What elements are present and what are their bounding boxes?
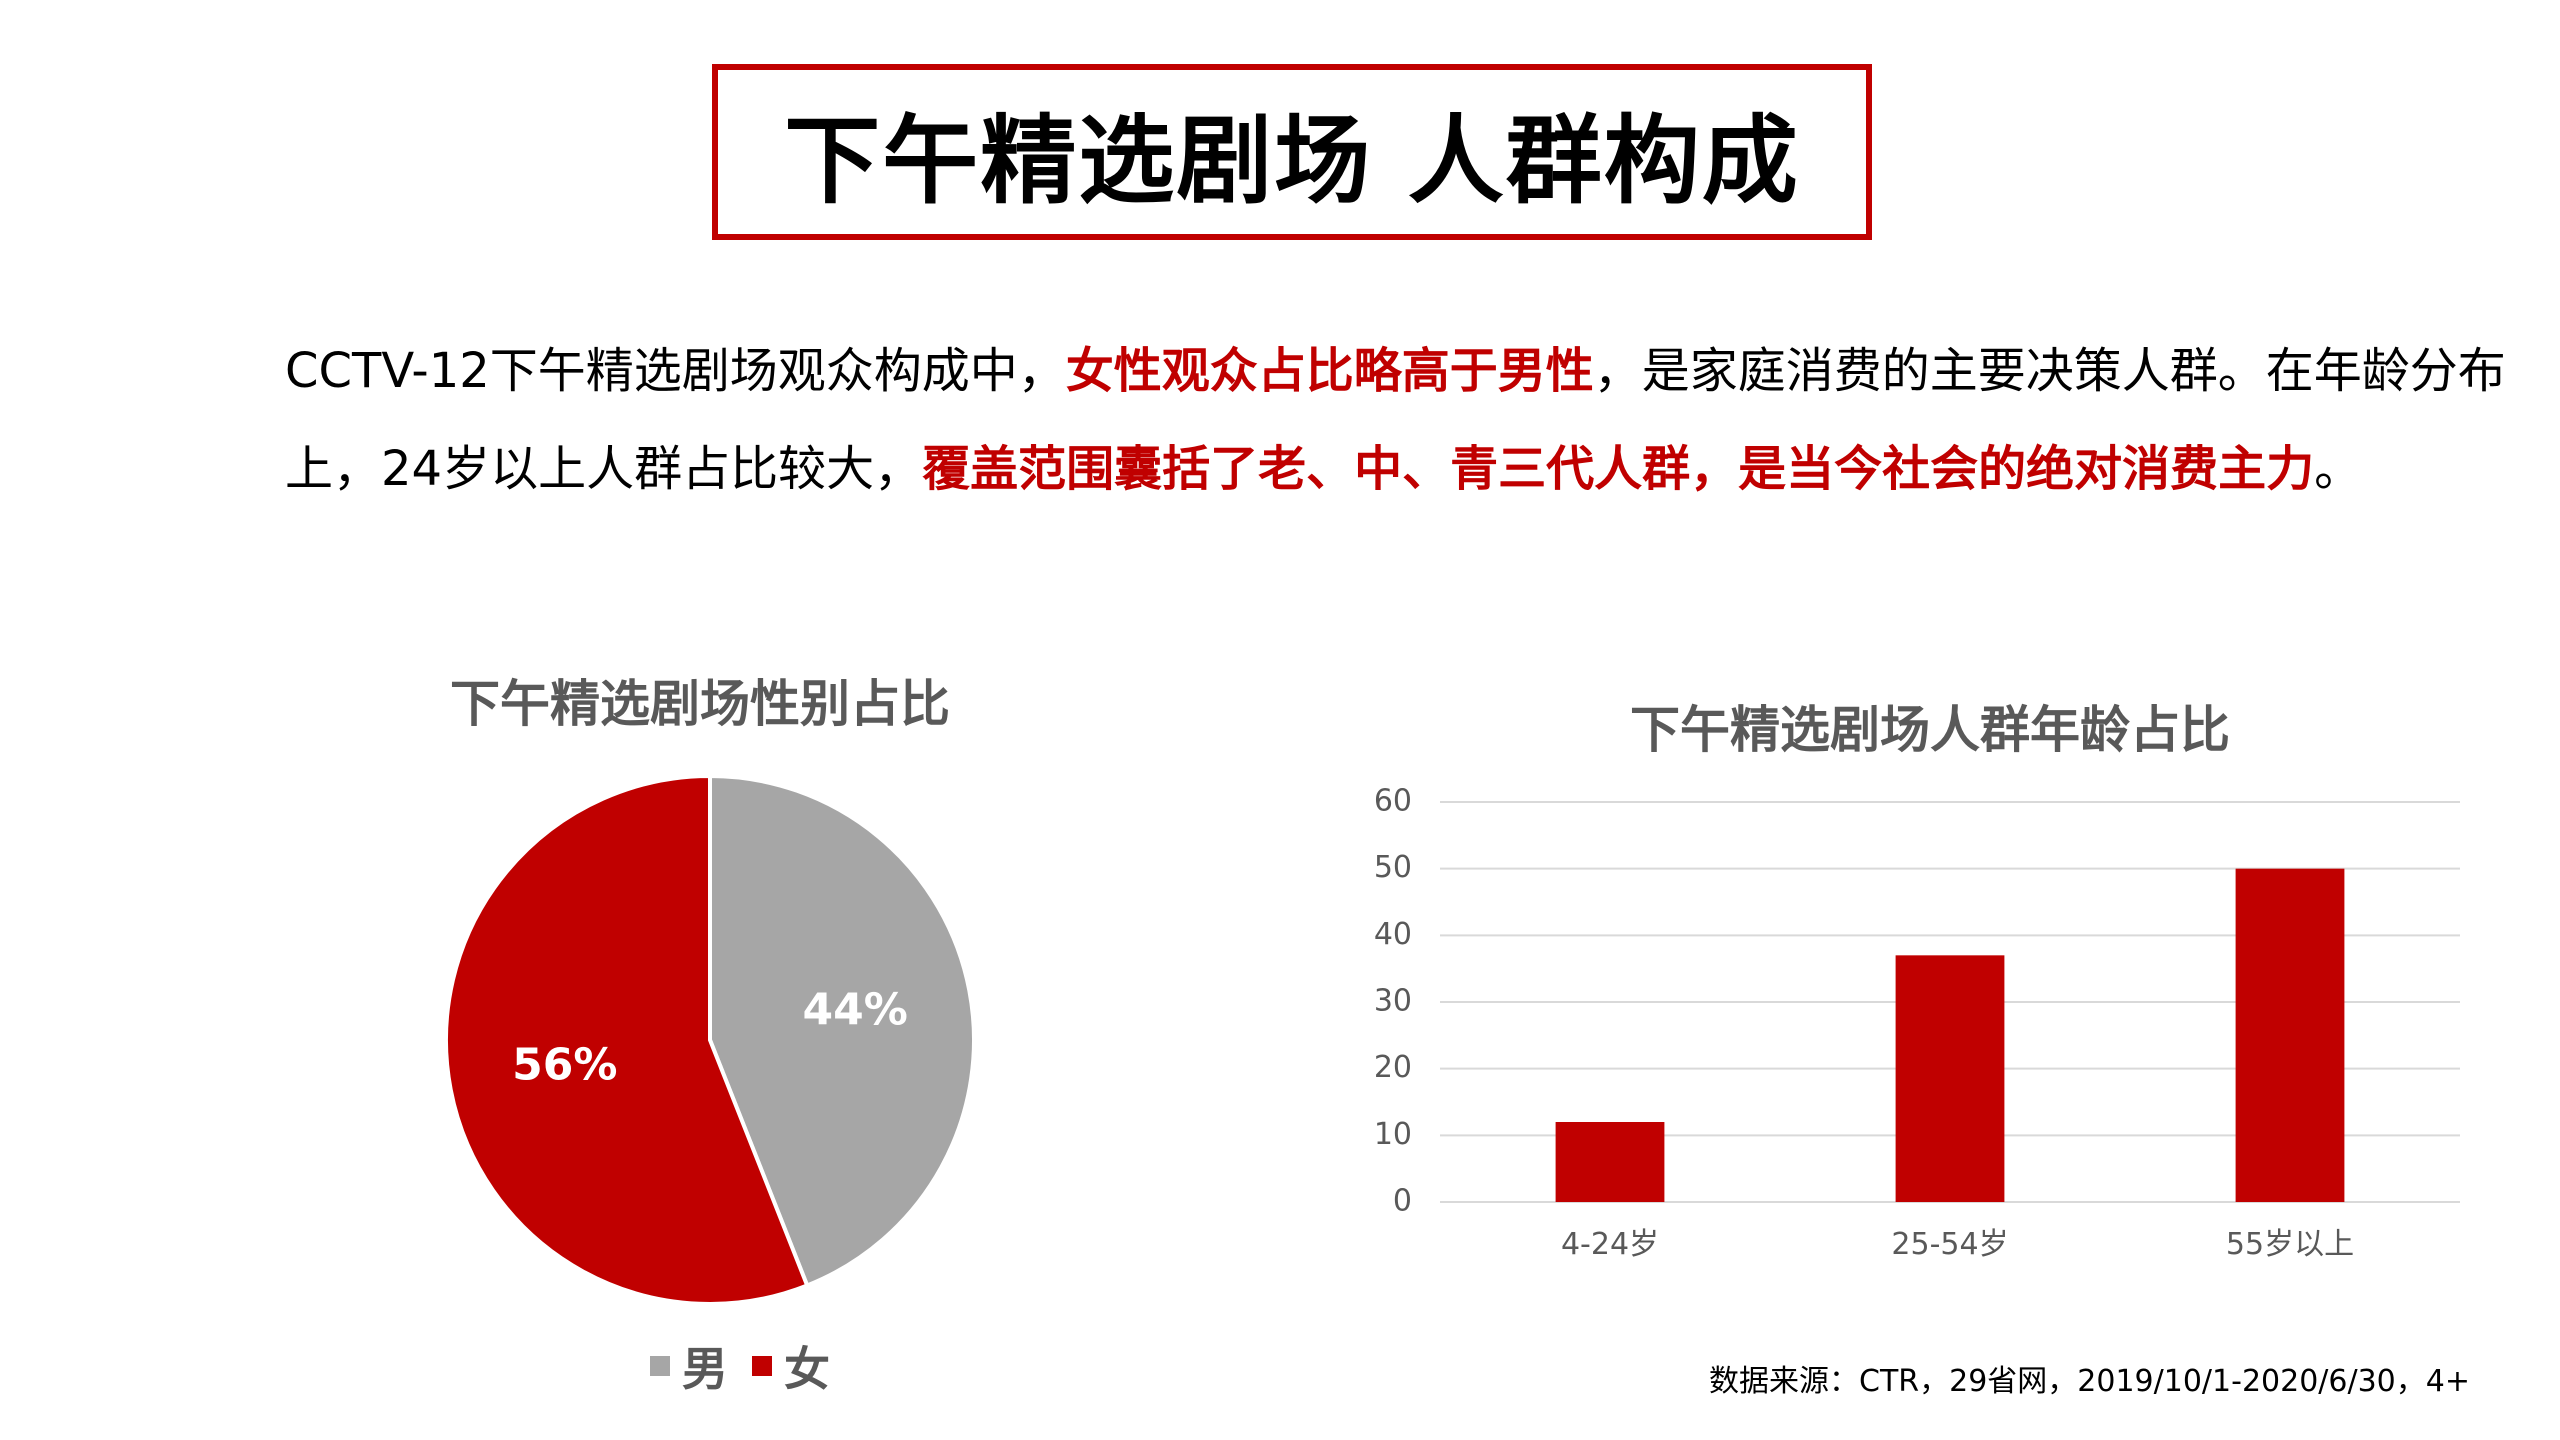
intro-text-3: 。 bbox=[2314, 441, 2363, 497]
pie-data-label: 44% bbox=[803, 984, 908, 1035]
pie-slice-male bbox=[708, 773, 976, 1289]
y-tick-label: 50 bbox=[1374, 850, 1412, 885]
pie-legend: 男女 bbox=[620, 1330, 860, 1402]
intro-highlight-2: 覆盖范围囊括了老、中、青三代人群，是当今社会的绝对消费主力 bbox=[922, 441, 2315, 497]
y-tick-label: 10 bbox=[1374, 1117, 1412, 1152]
x-tick-label: 25-54岁 bbox=[1891, 1227, 2008, 1262]
y-tick-label: 30 bbox=[1374, 984, 1412, 1019]
x-tick-label: 55岁以上 bbox=[2226, 1227, 2354, 1262]
legend-label: 女 bbox=[784, 1342, 830, 1396]
title-box: 下午精选剧场 人群构成 bbox=[712, 64, 1872, 240]
legend-label: 男 bbox=[682, 1342, 728, 1396]
pie-slice-female bbox=[444, 773, 810, 1306]
intro-text-2: ，是家庭消费的主要决策人群。在年龄分布上，24岁以上人群占比较大， bbox=[285, 343, 2506, 497]
bar bbox=[1555, 1122, 1665, 1202]
y-tick-label: 0 bbox=[1393, 1184, 1412, 1219]
legend-swatch bbox=[650, 1356, 670, 1376]
intro-paragraph: CCTV-12下午精选剧场观众构成中，女性观众占比略高于男性，是家庭消费的主要决… bbox=[285, 322, 2525, 518]
intro-text-1: CCTV-12下午精选剧场观众构成中， bbox=[285, 343, 1066, 399]
gender-pie-chart: 44% 56% bbox=[444, 773, 976, 1306]
bar bbox=[2235, 868, 2345, 1202]
x-tick-label: 4-24岁 bbox=[1561, 1227, 1659, 1262]
page-title: 下午精选剧场 人群构成 bbox=[784, 104, 1800, 217]
y-tick-label: 40 bbox=[1374, 917, 1412, 952]
intro-highlight-1: 女性观众占比略高于男性 bbox=[1065, 343, 1594, 399]
age-bar-chart: 0 10 20 30 40 50 60 4-24岁 25-54岁 55岁以上 bbox=[1374, 784, 2460, 1262]
data-source-note: 数据来源：CTR，29省网，2019/10/1-2020/6/30，4+ bbox=[1709, 1364, 2470, 1399]
legend-swatch bbox=[752, 1356, 772, 1376]
legend-item: 女 bbox=[752, 1333, 830, 1399]
y-tick-label: 20 bbox=[1374, 1050, 1412, 1085]
pie-data-label: 56% bbox=[512, 1040, 617, 1091]
legend-item: 男 bbox=[650, 1333, 728, 1399]
y-tick-label: 60 bbox=[1374, 784, 1412, 819]
bar bbox=[1895, 955, 2005, 1202]
bar-chart-title: 下午精选剧场人群年龄占比 bbox=[1630, 701, 2230, 759]
pie-chart-title: 下午精选剧场性别占比 bbox=[450, 675, 950, 733]
